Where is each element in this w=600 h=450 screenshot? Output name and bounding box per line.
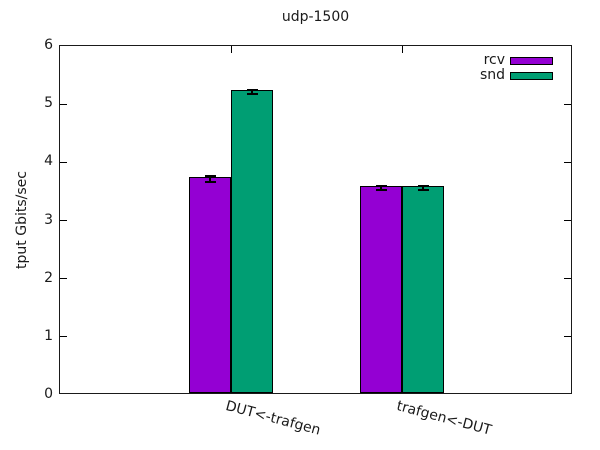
x-tick-label-1: trafgen<-DUT: [394, 398, 494, 439]
x-tick-mark-top: [230, 46, 232, 53]
error-bar-snd-1: [422, 185, 424, 191]
y-tick-label-3: 3: [44, 211, 53, 228]
y-tick-mark-right: [564, 161, 571, 163]
y-tick-mark-left: [60, 103, 67, 105]
error-bar-cap-bottom-snd-1: [417, 189, 429, 192]
y-tick-label-4: 4: [44, 153, 53, 170]
legend-label-rcv: rcv: [483, 52, 505, 68]
error-bar-cap-bottom-rcv-1: [375, 189, 387, 192]
error-bar-cap-bottom-snd-0: [246, 93, 258, 96]
error-bar-rcv-0: [209, 175, 211, 182]
error-bar-cap-bottom-rcv-0: [204, 180, 216, 183]
bar-snd-1: [402, 185, 444, 393]
y-tick-label-0: 0: [44, 386, 53, 402]
bar-snd-0: [231, 89, 273, 393]
error-bar-snd-0: [251, 89, 253, 95]
chart-title: udp-1500: [281, 9, 350, 25]
y-tick-label-5: 5: [44, 95, 53, 112]
y-tick-mark-left: [60, 278, 67, 280]
plot-area: [59, 45, 572, 394]
y-tick-mark-left: [60, 220, 67, 221]
legend-label-snd: snd: [479, 67, 505, 83]
y-tick-mark-right: [564, 336, 571, 338]
y-tick-mark-right: [564, 103, 571, 105]
bar-rcv-0: [189, 176, 231, 393]
y-tick-mark-left: [60, 336, 67, 338]
error-bar-rcv-1: [380, 185, 382, 191]
error-bar-cap-top-rcv-0: [204, 174, 216, 177]
bar-rcv-1: [360, 185, 402, 393]
error-bar-cap-top-snd-0: [246, 88, 258, 91]
x-tick-label-0: DUT<-trafgen: [223, 398, 323, 439]
x-tick-mark-top: [401, 46, 403, 53]
y-tick-label-2: 2: [44, 269, 53, 286]
legend-swatch-rcv: [510, 57, 553, 65]
y-tick-mark-right: [564, 220, 571, 221]
y-tick-label-6: 6: [44, 37, 53, 53]
y-tick-label-1: 1: [44, 327, 53, 344]
y-tick-mark-right: [564, 278, 571, 280]
error-bar-cap-top-snd-1: [417, 184, 429, 187]
legend-swatch-snd: [510, 72, 553, 80]
error-bar-cap-top-rcv-1: [375, 184, 387, 187]
y-tick-mark-left: [60, 161, 67, 163]
